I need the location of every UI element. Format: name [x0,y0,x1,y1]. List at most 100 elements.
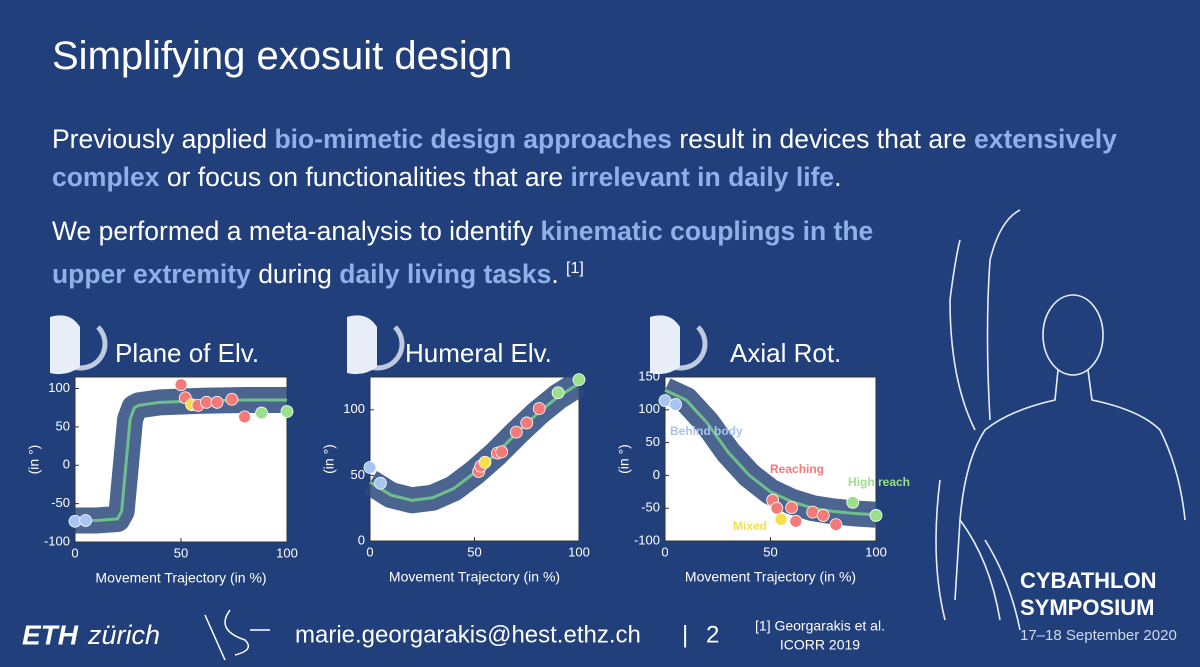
event-name: CYBATHLON [1020,568,1156,593]
data-point [551,386,565,400]
data-point [669,398,682,411]
x-tick-label: 0 [661,544,668,559]
x-tick-label: 0 [71,545,78,560]
text: [1] [566,260,584,277]
x-tick-label: 100 [276,545,298,560]
slide-title: Simplifying exosuit design [52,34,513,78]
y-tick-label: 0 [653,467,660,482]
emphasis-text: bio-mimetic design approaches [274,124,673,154]
chart-title: Plane of Elv. [115,338,259,368]
y-tick-label: 50 [646,434,660,449]
data-point [79,514,92,527]
data-point [210,395,224,409]
chart-title: Humeral Elv. [405,338,552,368]
x-axis-label: Movement Trajectory (in %) [685,569,856,585]
chart-title: Axial Rot. [730,338,841,368]
text: . [834,162,842,192]
data-point [495,445,509,459]
separator: | [682,621,688,648]
data-point [785,501,798,514]
annotation: Reaching [770,462,824,476]
y-tick-label: 50 [56,418,70,433]
y-tick-label: -100 [44,533,70,548]
paragraph: We performed a meta-analysis to identify… [52,212,912,293]
data-point [789,514,803,528]
footer-logo: ETH zürich [22,609,270,661]
data-point [225,392,239,406]
event-date: 17–18 September 2020 [1020,627,1177,644]
data-point [532,402,546,415]
institute-logo [204,609,270,661]
joint-icon [50,315,80,375]
data-point [374,476,387,490]
data-point [280,405,294,418]
text: We performed a meta-analysis to identify [52,216,541,246]
x-tick-label: 50 [467,544,481,559]
page-number: 2 [706,621,719,648]
annotation: High reach [848,475,910,489]
y-tick-label: 0 [358,532,365,547]
text: during [250,258,340,289]
data-point [869,509,883,522]
x-tick-label: 50 [174,545,188,560]
paragraph: Previously applied bio-mimetic design ap… [52,120,1162,196]
text: . [551,258,567,289]
data-point [816,509,830,522]
x-tick-label: 100 [568,544,590,559]
email: marie.georgarakis@hest.ethz.ch [295,621,641,648]
human-figure [935,209,1186,631]
data-point [829,518,843,531]
y-axis-label: (in °) [26,445,42,475]
y-tick-label: 100 [48,380,70,395]
emphasis-text: kinematic couplings in the upper extremi… [52,216,874,289]
fit-line [664,388,877,517]
y-axis-label: (in °) [321,444,337,474]
data-point [806,505,820,519]
data-point [846,495,860,509]
y-tick-label: 100 [638,401,660,416]
logo-text: ETH [22,619,79,650]
data-point [174,378,188,392]
y-axis-label: (in °) [616,444,632,474]
event-name: SYMPOSIUM [1020,595,1154,620]
x-tick-label: 100 [865,544,887,559]
y-tick-label: 0 [63,457,70,472]
data-point [770,501,784,515]
data-point [478,455,492,469]
emphasis-text: daily living tasks [339,258,552,289]
y-tick-label: 150 [638,368,660,383]
annotation: Mixed [733,519,767,533]
emphasis-text: extensively complex [52,124,1117,192]
y-tick-label: -50 [641,500,660,515]
x-axis-label: Movement Trajectory (in %) [389,569,560,585]
rotation-arrow [54,325,108,371]
citation: [1] Georgarakis et al. [755,618,885,634]
rotation-arrow [654,325,708,371]
data-point [572,373,586,387]
text: result in devices that are [672,124,974,154]
x-axis-label: Movement Trajectory (in %) [95,570,266,586]
citation: ICORR 2019 [780,637,860,653]
y-tick-label: -100 [634,532,660,547]
annotation: Behind body [670,424,743,438]
joint-icon [650,315,680,375]
data-point [238,410,252,424]
y-tick-label: 50 [351,467,365,482]
y-tick-label: -50 [51,495,70,510]
x-tick-label: 0 [366,544,373,559]
data-point [509,425,523,439]
y-tick-label: 100 [343,401,365,416]
data-point [774,512,788,526]
text: Previously applied [52,124,275,154]
logo-text: zürich [87,620,160,650]
joint-icon [347,315,377,375]
data-point [520,416,534,430]
text: or focus on functionalities that are [159,162,571,192]
rotation-arrow [351,325,405,371]
data-point [363,461,377,474]
data-point [68,514,82,528]
emphasis-text: irrelevant in daily life [570,162,835,192]
data-point [255,406,268,420]
